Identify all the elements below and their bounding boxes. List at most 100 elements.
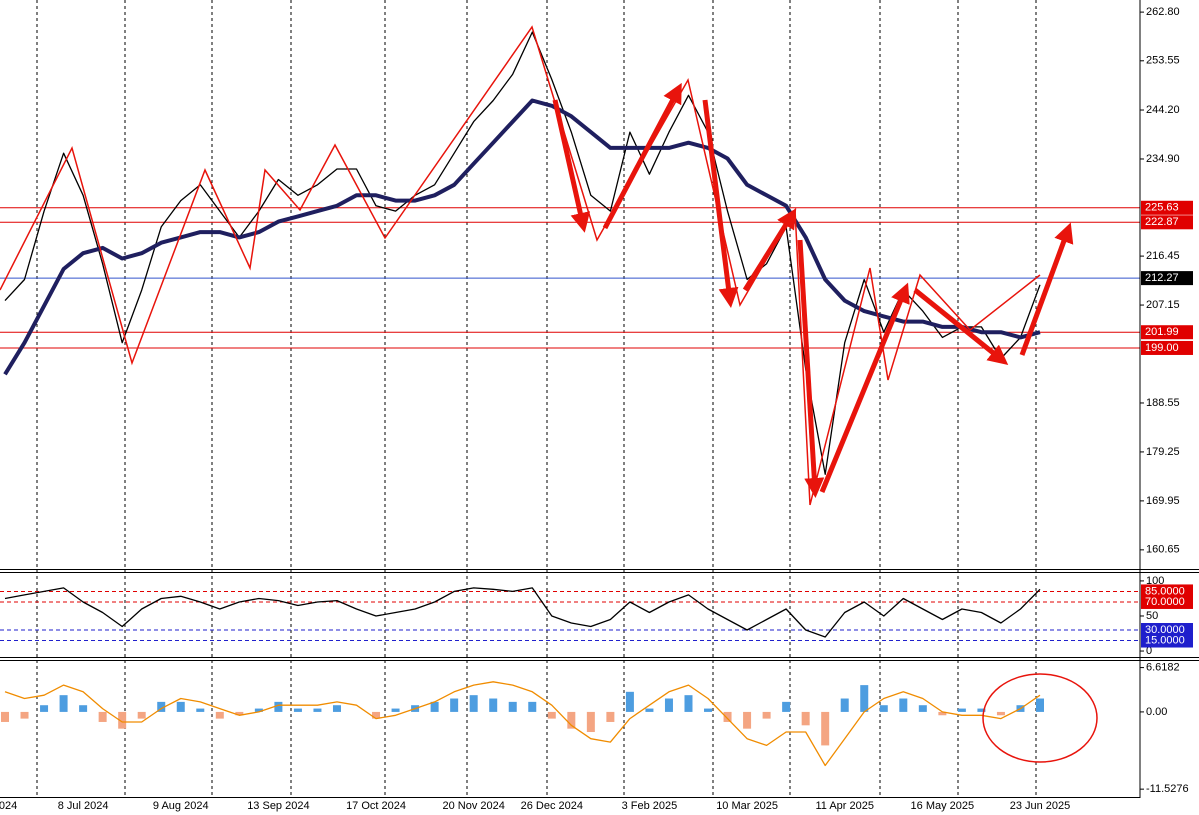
histogram-bar (840, 698, 849, 712)
histogram-bar (723, 711, 732, 722)
y-tick-label: 216.45 (1146, 250, 1180, 262)
x-tick-label: 2024 (0, 800, 17, 812)
series-line (4, 31, 1041, 475)
level-label-box (1141, 271, 1193, 286)
y-tick-label: 207.15 (1146, 299, 1180, 311)
histogram-bar (645, 708, 654, 712)
histogram-bar (957, 708, 966, 712)
histogram-bar (704, 708, 713, 712)
panel-borders (0, 0, 1199, 798)
y-tick-label: 160.65 (1146, 544, 1180, 556)
y-tick-label: 179.25 (1146, 446, 1180, 458)
y-tick-label: 0 (1146, 645, 1152, 657)
x-tick-label: 16 May 2025 (911, 800, 975, 812)
histogram-bar (664, 698, 673, 712)
histogram-bar (528, 701, 537, 712)
histogram-bar (254, 708, 263, 712)
histogram-bar (157, 701, 166, 712)
level-label: 15.0000 (1145, 634, 1185, 646)
histogram-bar (1036, 698, 1044, 712)
period-separators (36, 0, 1037, 797)
x-tick-label: 8 Jul 2024 (58, 800, 109, 812)
x-tick-label: 23 Jun 2025 (1010, 800, 1071, 812)
x-tick-label: 11 Apr 2025 (815, 800, 874, 812)
level-label: 199.00 (1145, 342, 1179, 354)
x-tick-label: 17 Oct 2024 (346, 800, 406, 812)
histogram-bar (743, 711, 752, 729)
x-tick-label: 10 Mar 2025 (716, 800, 778, 812)
x-tick-label: 26 Dec 2024 (521, 800, 583, 812)
histogram-bar (489, 698, 498, 712)
histogram-bar (79, 705, 88, 712)
highlight-ellipse (982, 673, 1098, 763)
x-tick-label: 20 Nov 2024 (442, 800, 504, 812)
x-tick-label: 9 Aug 2024 (153, 800, 209, 812)
y-tick-label: 0.00 (1146, 706, 1167, 718)
histogram-bar (801, 711, 810, 726)
histogram-bar (821, 711, 830, 746)
histogram-bar (215, 711, 224, 719)
histogram-bar (313, 708, 322, 712)
histogram-bar (625, 691, 634, 712)
level-label: 212.27 (1145, 272, 1179, 284)
histogram-bar (567, 711, 576, 729)
arrows (552, 82, 1074, 498)
histogram-bar (20, 711, 29, 719)
histogram-bar (332, 705, 341, 712)
histogram-bar (176, 701, 185, 712)
histogram-bar (918, 705, 927, 712)
histogram-bar (547, 711, 556, 719)
level-label-box (1141, 340, 1193, 355)
x-tick-label: 3 Feb 2025 (622, 800, 678, 812)
annotations (0, 25, 1098, 763)
histogram-bar (196, 708, 205, 712)
histogram-bar (450, 698, 459, 712)
histogram-bar (293, 708, 302, 712)
y-tick-label: 234.90 (1146, 153, 1180, 165)
x-tick-label: 13 Sep 2024 (247, 800, 309, 812)
y-tick-label: 253.55 (1146, 55, 1180, 67)
histogram-bar (899, 698, 908, 712)
histogram-bar (118, 711, 127, 729)
histogram-bar (938, 711, 947, 716)
plot (0, 31, 1140, 767)
level-label: 85.0000 (1145, 585, 1185, 597)
series-line (4, 681, 1041, 767)
level-label-box (1141, 594, 1193, 609)
level-label-box (1141, 633, 1193, 648)
level-label-box (1141, 200, 1193, 215)
y-tick-label: -11.5276 (1146, 783, 1189, 795)
level-label-box (1141, 215, 1193, 230)
level-label-box (1141, 325, 1193, 340)
histogram-bar (1, 711, 9, 722)
histogram-bar (606, 711, 615, 722)
histogram-bar (59, 695, 68, 712)
level-label-box (1141, 623, 1193, 638)
histogram-bar (860, 685, 869, 712)
histogram-bar (98, 711, 107, 722)
histogram-bar (508, 701, 517, 712)
histogram-bar (879, 705, 888, 712)
histogram-bar (137, 711, 146, 719)
axis-labels: 262.80 253.55 244.20 234.90 216.45 207.15 188.… (0, 6, 1193, 812)
series-line (4, 587, 1041, 638)
y-tick-label: 262.80 (1146, 6, 1180, 18)
y-tick-label: 100 (1146, 575, 1164, 587)
histogram-bar (430, 701, 439, 712)
histogram-bar (391, 708, 400, 712)
histogram-bar (586, 711, 595, 733)
level-label: 30.0000 (1145, 624, 1185, 636)
histogram-bar (372, 711, 381, 719)
series-line (3, 98, 1041, 376)
level-label-box (1141, 584, 1193, 599)
y-tick-label: 6.6182 (1146, 661, 1180, 673)
y-tick-label: 188.55 (1146, 397, 1180, 409)
level-label: 222.87 (1145, 216, 1179, 228)
histogram-bar (235, 711, 244, 716)
histogram-bar (977, 708, 986, 712)
histogram-bar (274, 701, 283, 712)
y-tick-label: 50 (1146, 610, 1158, 622)
